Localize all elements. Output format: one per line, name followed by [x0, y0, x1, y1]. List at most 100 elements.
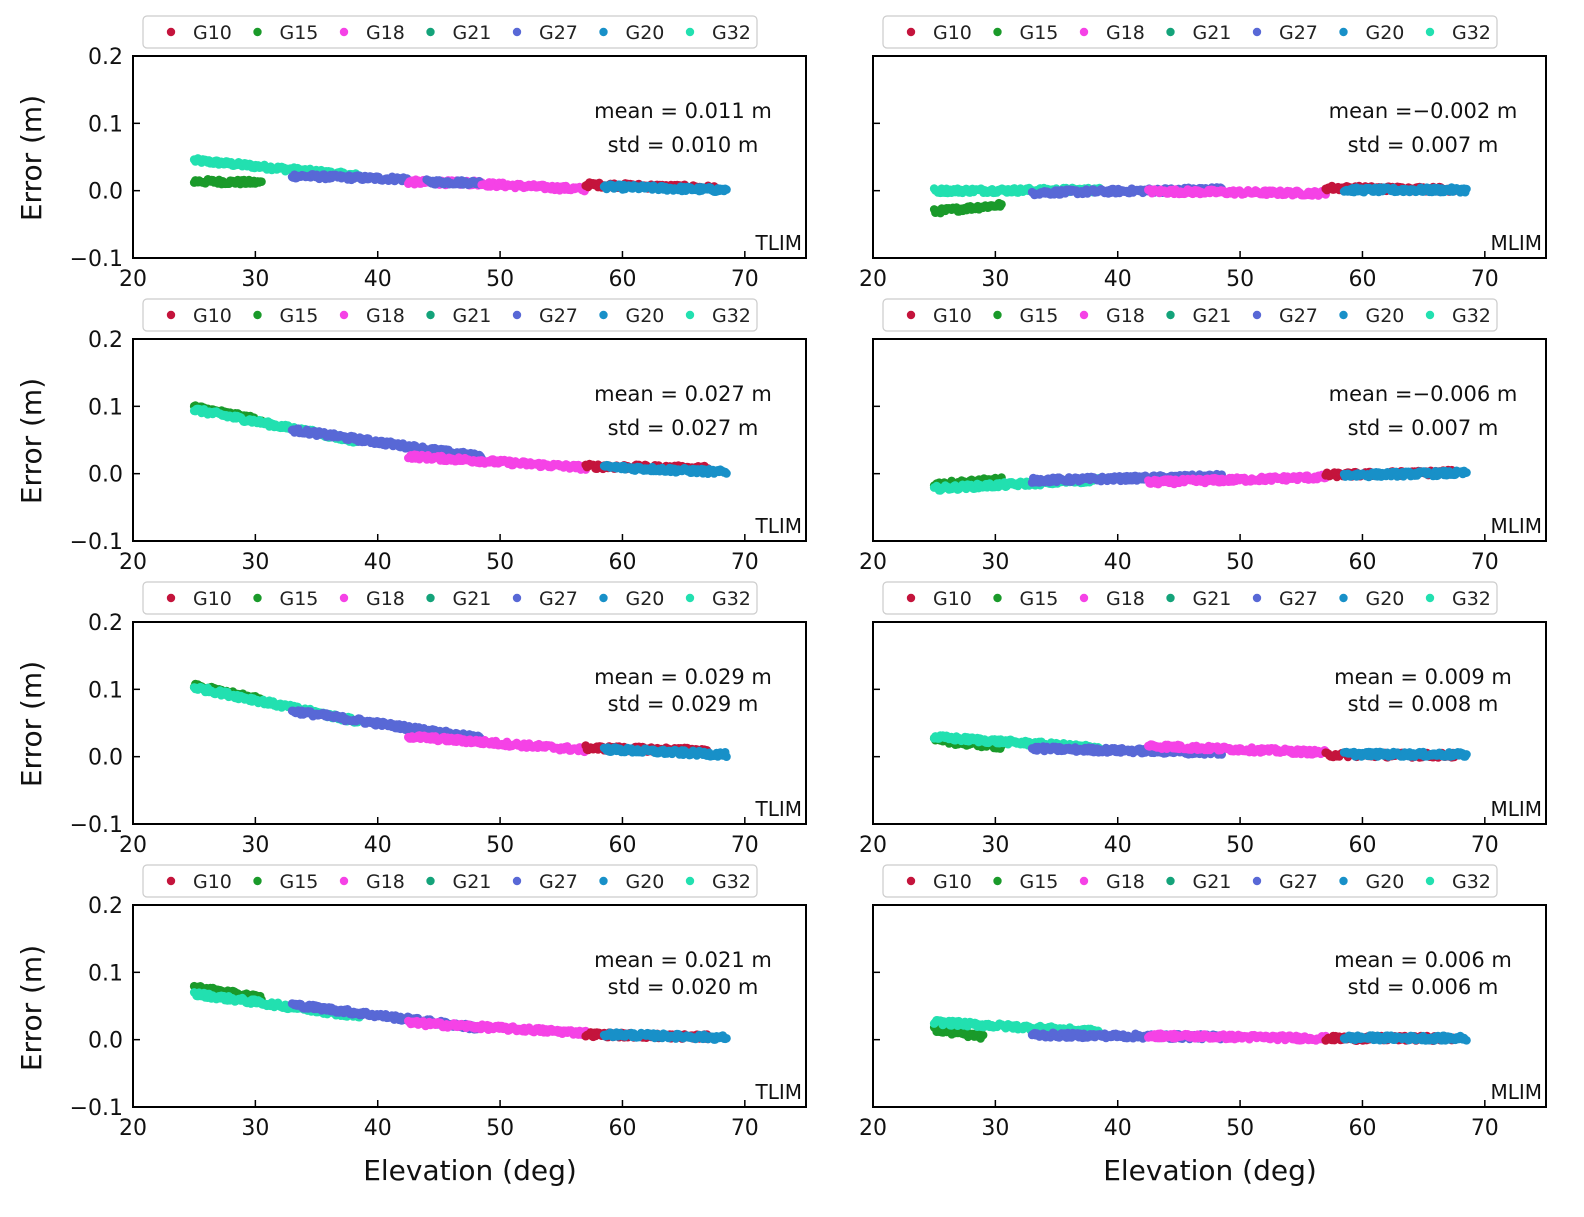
legend: G10 G15 G18 G21 G27 G20 G32	[882, 581, 1498, 615]
point-G20	[722, 752, 731, 761]
x-tick-label: 60	[608, 550, 636, 575]
legend-marker-G21	[426, 593, 435, 603]
legend-label-G21: G21	[1193, 588, 1232, 610]
legend-label-G15: G15	[280, 305, 319, 327]
x-tick-label: 40	[1104, 550, 1132, 575]
legend-marker-G32	[1425, 27, 1435, 37]
legend: G10 G15 G18 G21 G27 G20 G32	[142, 298, 758, 332]
x-tick-label: 60	[1348, 267, 1376, 292]
legend-frame	[142, 581, 758, 615]
x-tick-label: 30	[981, 550, 1009, 575]
legend-marker-G27	[1252, 310, 1262, 320]
x-tick-label: 30	[241, 833, 269, 858]
legend-frame	[882, 298, 1498, 332]
mean-annotation: mean = 0.011 m	[594, 99, 772, 123]
legend-marker-G21	[426, 310, 435, 320]
legend-label-G10: G10	[193, 588, 232, 610]
legend: G10 G15 G18 G21 G27 G20 G32	[882, 15, 1498, 49]
legend-marker-G18	[339, 310, 349, 320]
legend-label-G10: G10	[933, 22, 972, 44]
legend: G10 G15 G18 G21 G27 G20 G32	[882, 298, 1498, 332]
legend-label-G20: G20	[626, 305, 665, 327]
legend-label-G27: G27	[1279, 22, 1318, 44]
x-tick-label: 20	[119, 550, 147, 575]
model-tag: TLIM	[754, 514, 802, 538]
legend-marker-G18	[339, 593, 349, 603]
legend-label-G20: G20	[626, 588, 665, 610]
legend-label-G32: G32	[1452, 305, 1491, 327]
legend-marker-G27	[1252, 27, 1262, 37]
legend-marker-G20	[599, 310, 608, 320]
legend-label-G27: G27	[539, 305, 578, 327]
legend-label-G20: G20	[626, 22, 665, 44]
legend-label-G15: G15	[1020, 305, 1059, 327]
legend-label-G18: G18	[366, 22, 405, 44]
y-tick-label: 0.2	[88, 328, 123, 353]
legend-marker-G18	[1079, 27, 1089, 37]
model-tag: TLIM	[754, 797, 802, 821]
x-tick-label: 20	[119, 267, 147, 292]
mean-annotation: mean =−0.002 m	[1329, 99, 1518, 123]
legend-frame	[142, 15, 758, 49]
mean-annotation: mean = 0.009 m	[1334, 665, 1512, 689]
plot-frame	[872, 55, 1547, 259]
legend-marker-G21	[426, 27, 435, 37]
legend-frame	[142, 298, 758, 332]
series-G20	[599, 743, 731, 761]
legend-label-G32: G32	[712, 588, 751, 610]
y-tick-label: 0.1	[88, 395, 123, 420]
legend-label-G32: G32	[1452, 588, 1491, 610]
series-G18	[1144, 185, 1330, 200]
legend-marker-G15	[993, 27, 1002, 37]
point-G20	[722, 469, 731, 478]
data-points	[929, 465, 1471, 495]
legend-label-G18: G18	[366, 305, 405, 327]
legend-label-G10: G10	[193, 305, 232, 327]
x-tick-label: 20	[859, 550, 887, 575]
x-tick-label: 40	[364, 833, 392, 858]
legend-marker-G20	[1339, 310, 1348, 320]
legend-marker-G15	[253, 27, 262, 37]
data-points	[929, 181, 1471, 218]
std-annotation: std = 0.007 m	[1348, 133, 1499, 157]
legend-marker-G10	[166, 593, 176, 603]
x-tick-label: 50	[486, 550, 514, 575]
mean-annotation: mean =−0.006 m	[1329, 382, 1518, 406]
legend-marker-G21	[1166, 27, 1175, 37]
legend-marker-G20	[1339, 27, 1348, 37]
legend-marker-G15	[253, 310, 262, 320]
y-tick-label: 0.0	[88, 463, 123, 488]
series-G27	[1027, 183, 1226, 200]
legend-label-G27: G27	[539, 22, 578, 44]
legend-marker-G32	[685, 593, 695, 603]
series-G18	[1144, 470, 1330, 489]
plot-frame	[132, 55, 807, 259]
x-tick-label: 50	[1226, 267, 1254, 292]
legend-label-G15: G15	[280, 22, 319, 44]
series-G20	[599, 180, 731, 196]
series-G15	[929, 198, 1006, 218]
legend-marker-G20	[1339, 593, 1348, 603]
legend-marker-G10	[166, 27, 176, 37]
plot-frame	[132, 338, 807, 542]
series-G18	[404, 731, 590, 757]
plot-frame	[872, 338, 1547, 542]
x-tick-label: 40	[364, 267, 392, 292]
y-tick-label: 0.0	[88, 746, 123, 771]
legend-marker-G10	[166, 310, 176, 320]
legend-label-G27: G27	[1279, 588, 1318, 610]
std-annotation: std = 0.029 m	[608, 692, 759, 716]
y-tick-label: 0.1	[88, 112, 123, 137]
plot-frame	[872, 621, 1547, 825]
legend-marker-G32	[1425, 310, 1435, 320]
x-tick-label: 20	[859, 267, 887, 292]
legend-label-G32: G32	[712, 305, 751, 327]
mean-annotation: mean = 0.027 m	[594, 382, 772, 406]
data-points	[189, 679, 731, 761]
legend-marker-G27	[512, 310, 522, 320]
series-G20	[1339, 183, 1471, 197]
